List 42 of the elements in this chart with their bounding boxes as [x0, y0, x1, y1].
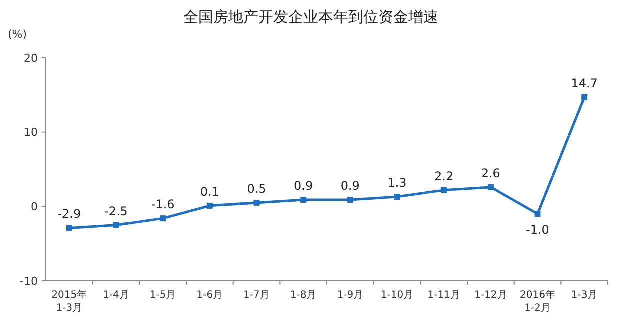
- point: [300, 196, 307, 203]
- text: 0.9: [340, 178, 360, 193]
- point: [582, 94, 588, 100]
- text: 2.6: [481, 166, 500, 180]
- x-tick-label: 2016年 1-2月: [520, 289, 556, 314]
- x-tick-label: 1-11月: [428, 290, 460, 301]
- x-tick-label: 1-7月: [244, 290, 270, 301]
- x-tick-label: 1-12月: [474, 290, 508, 301]
- point: [488, 184, 494, 190]
- y-tick-label: 20: [24, 52, 38, 65]
- x-tick-label: 1-6月: [196, 290, 224, 301]
- text: -2.5: [104, 204, 128, 218]
- x-tick-label: 1-4月: [103, 290, 130, 301]
- y-axis-title: (%): [8, 28, 28, 41]
- text: 2.2: [434, 169, 454, 184]
- y-tick-label: 0: [31, 200, 38, 214]
- text: -1.6: [151, 198, 175, 212]
- point: [113, 222, 120, 228]
- text: 0.1: [200, 184, 220, 199]
- point: [441, 187, 448, 194]
- x-tick-label: 1-10月: [380, 290, 414, 301]
- x-tick-label: 1-9月: [337, 290, 364, 301]
- point: [347, 196, 354, 203]
- x-tick-label: 1-5月: [150, 290, 176, 301]
- y-tick-label: -10: [20, 274, 38, 288]
- point: [394, 194, 400, 200]
- point: [206, 202, 213, 209]
- x-tick-label: 1-3月: [571, 290, 598, 301]
- point: [254, 200, 260, 206]
- x-tick-label: 1-8月: [290, 290, 317, 301]
- point: [160, 216, 166, 222]
- chart-title: 全国房地产开发企业本年到位资金增速: [184, 8, 438, 26]
- point: [66, 225, 72, 232]
- text: 1.3: [388, 176, 407, 190]
- text: 0.5: [247, 182, 266, 196]
- text: -1.0: [526, 223, 550, 238]
- text: 14.7: [571, 76, 598, 90]
- y-tick-label: 10: [24, 126, 38, 140]
- x-tick-label: 2015年 1-3月: [52, 289, 88, 314]
- point: [534, 211, 541, 218]
- text: 0.9: [294, 178, 314, 193]
- text: -2.9: [58, 207, 82, 222]
